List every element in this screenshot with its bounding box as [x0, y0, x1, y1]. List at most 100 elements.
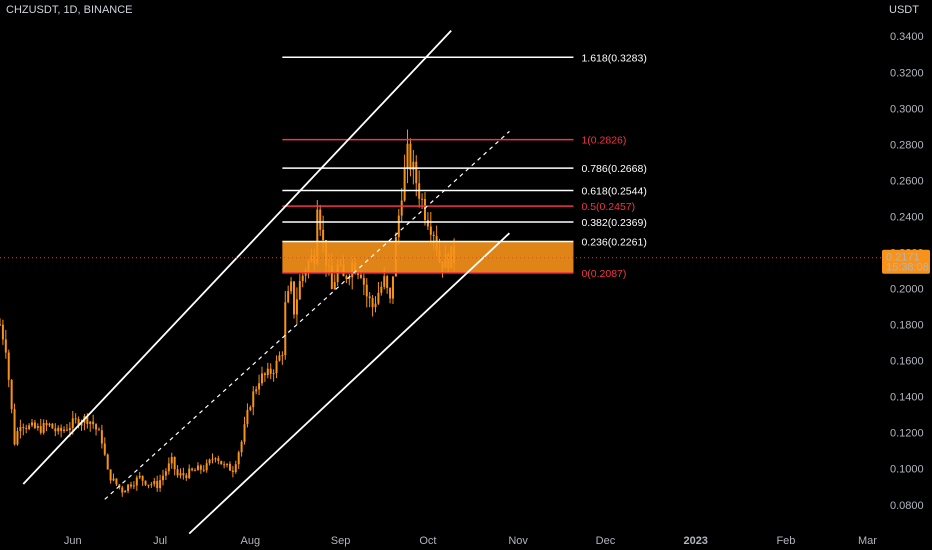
- candle-body: [383, 276, 386, 287]
- price-axis-currency: USDT: [889, 4, 919, 16]
- candle-body: [415, 161, 418, 184]
- candle-body: [156, 481, 159, 489]
- price-tick-label: 0.1000: [890, 464, 924, 476]
- candle-body: [327, 265, 330, 267]
- candle-body: [435, 236, 438, 251]
- candle-body: [162, 475, 165, 481]
- candle-body: [275, 360, 278, 374]
- time-tick-label: 2023: [683, 535, 707, 547]
- price-tick-label: 0.3200: [890, 67, 924, 79]
- candle-body: [342, 264, 345, 277]
- candle-body: [374, 303, 377, 308]
- candle-body: [68, 428, 71, 431]
- candle-body: [208, 459, 211, 464]
- candle-body: [368, 296, 371, 299]
- candle-body: [441, 261, 444, 268]
- candle-body: [260, 373, 263, 384]
- candle-body: [400, 200, 403, 216]
- candle-body: [124, 490, 127, 493]
- candle-body: [226, 463, 229, 465]
- candle-body: [214, 458, 217, 460]
- candle-body: [319, 209, 322, 230]
- candle-body: [397, 215, 400, 238]
- fib-level-label: 0(0.2087): [581, 268, 626, 280]
- candle-body: [371, 298, 374, 308]
- candle-body: [339, 264, 342, 266]
- candle-body: [310, 255, 313, 262]
- candle-body: [4, 339, 7, 353]
- candle-body: [63, 429, 66, 431]
- candle-body: [313, 255, 316, 265]
- candle-body: [182, 473, 185, 476]
- candle-body: [423, 199, 426, 220]
- candle-body: [71, 418, 74, 429]
- candle-body: [13, 409, 16, 445]
- candle-body: [144, 480, 147, 485]
- candle-body: [205, 463, 208, 471]
- candle-body: [100, 430, 103, 444]
- price-tick-label: 0.2400: [890, 211, 924, 223]
- candle-body: [295, 299, 298, 315]
- time-tick-label: Feb: [776, 535, 795, 547]
- candle-body: [109, 469, 112, 481]
- candle-body: [453, 246, 456, 264]
- candle-body: [263, 373, 266, 376]
- candle-body: [322, 229, 325, 241]
- candle-body: [48, 423, 51, 426]
- time-tick-label: Oct: [419, 535, 436, 547]
- price-tick-label: 0.3400: [890, 31, 924, 43]
- time-tick-label: Jul: [153, 535, 167, 547]
- candle-body: [164, 471, 167, 476]
- candle-body: [359, 274, 362, 278]
- fib-level-label: 0.5(0.2457): [581, 201, 635, 213]
- fib-level-label: 0.786(0.2668): [581, 163, 646, 175]
- candle-body: [438, 250, 441, 262]
- candle-body: [249, 407, 252, 411]
- candle-body: [194, 470, 197, 472]
- last-price-badge: [882, 249, 930, 274]
- time-tick-label: Jun: [64, 535, 82, 547]
- candle-body: [231, 470, 234, 473]
- candle-body: [138, 475, 141, 478]
- candle-body: [22, 426, 25, 428]
- candle-body: [141, 475, 144, 481]
- candle-body: [115, 478, 118, 485]
- candle-body: [269, 368, 272, 374]
- candle-body: [278, 355, 281, 361]
- candle-body: [199, 465, 202, 470]
- candle-body: [287, 291, 290, 303]
- candle-body: [77, 419, 80, 426]
- candle-body: [266, 368, 269, 376]
- candle-body: [403, 167, 406, 201]
- candle-body: [0, 324, 1, 326]
- candle-body: [307, 261, 310, 271]
- candle-body: [153, 481, 156, 485]
- candle-body: [272, 373, 275, 375]
- candle-body: [293, 281, 295, 315]
- candle-body: [150, 484, 153, 486]
- candle-body: [409, 143, 412, 170]
- candle-body: [57, 427, 60, 432]
- candle-body: [362, 277, 365, 285]
- candle-body: [60, 427, 63, 431]
- time-tick-label: Nov: [508, 535, 528, 547]
- candle-body: [255, 389, 258, 392]
- candle-body: [252, 391, 255, 408]
- candle-body: [89, 421, 92, 424]
- candle-body: [7, 352, 10, 380]
- candle-body: [220, 460, 223, 465]
- candle-body: [80, 422, 83, 426]
- candle-body: [159, 480, 162, 489]
- candle-body: [25, 427, 28, 429]
- candle-body: [167, 463, 170, 472]
- candle-body: [74, 418, 77, 420]
- candle-body: [365, 284, 368, 297]
- candle-body: [51, 423, 54, 429]
- fib-level-label: 1.618(0.3283): [581, 52, 646, 64]
- candle-body: [354, 262, 357, 274]
- candle-body: [31, 422, 34, 426]
- candle-body: [450, 246, 453, 269]
- candle-body: [106, 454, 109, 470]
- candle-body: [223, 464, 226, 466]
